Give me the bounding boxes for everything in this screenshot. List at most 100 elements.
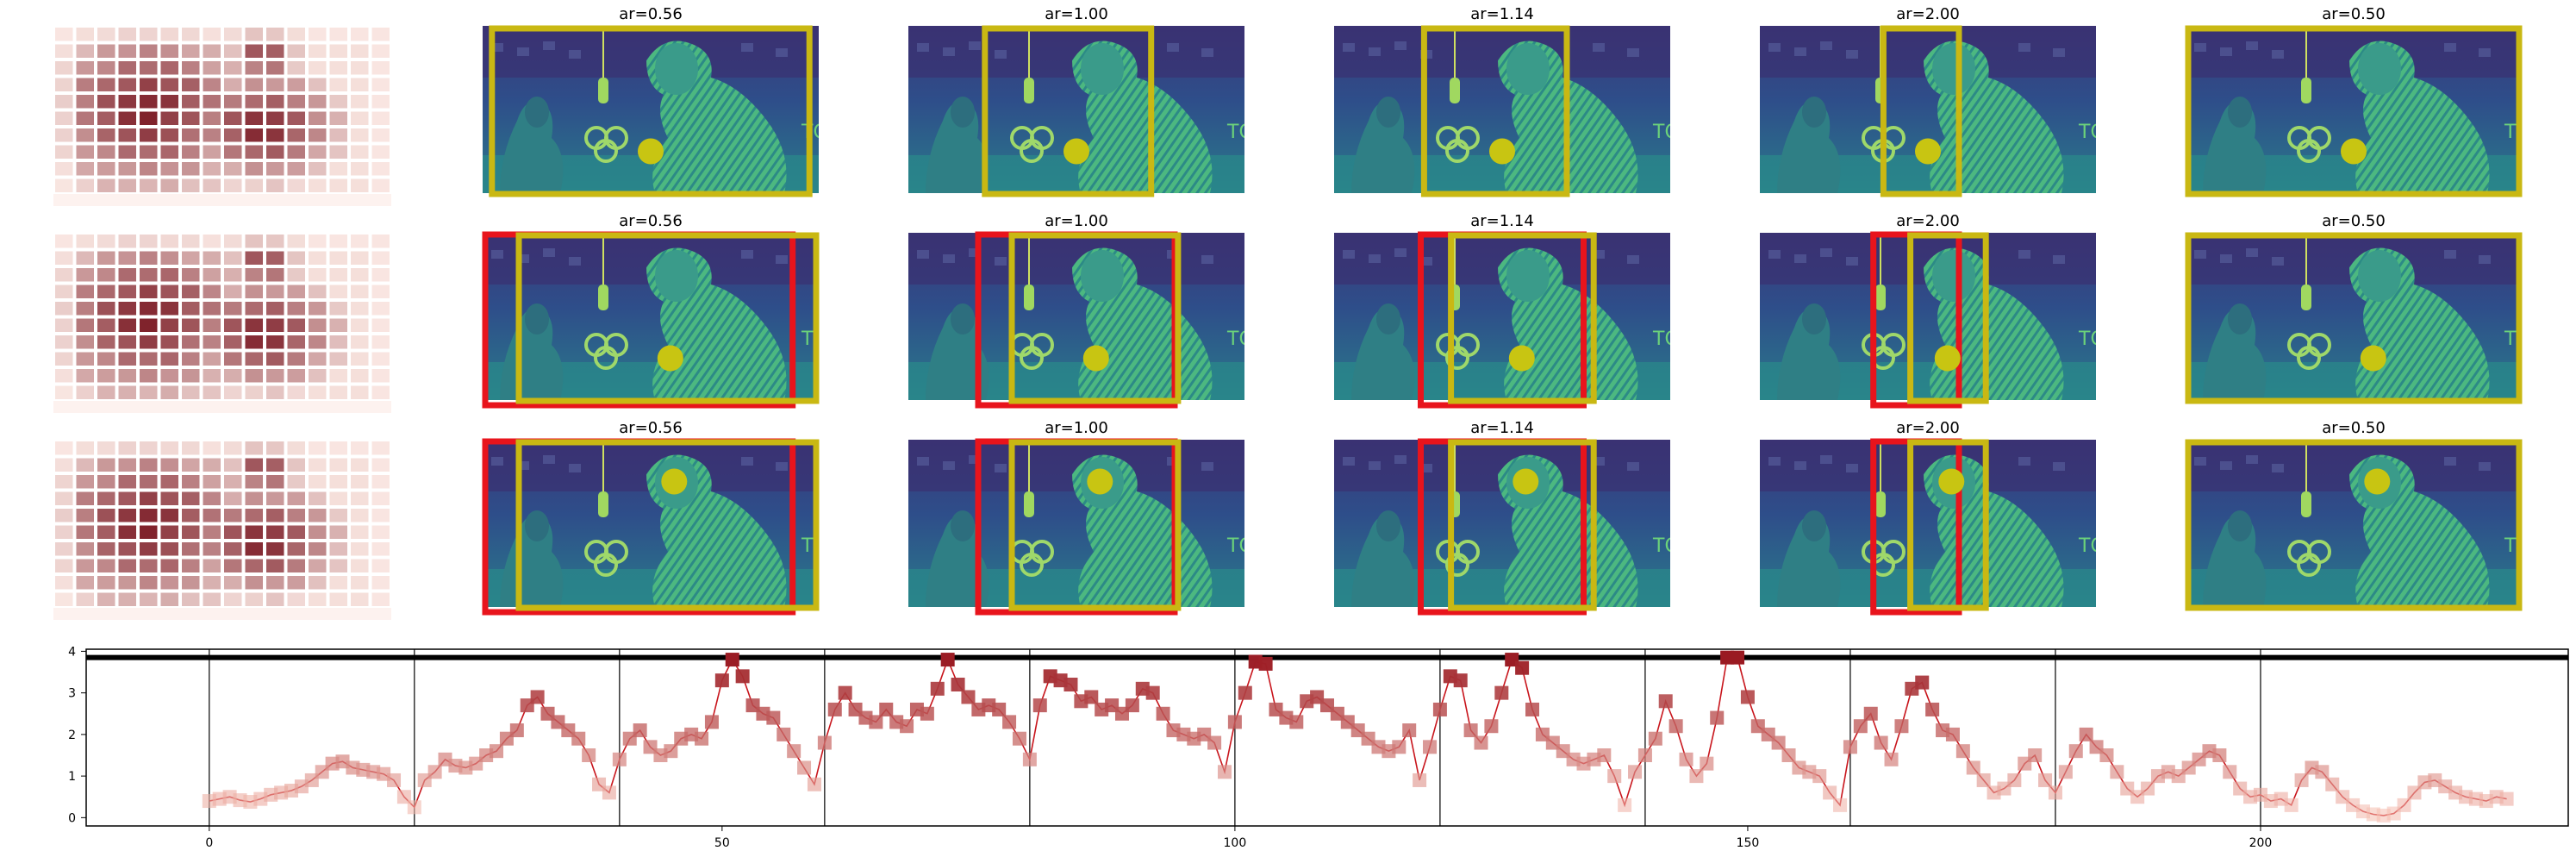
heatmap-cell [351,111,369,125]
heatmap-cell [160,559,178,572]
heatmap-cell [266,28,284,41]
heatmap-cell [351,128,369,142]
heatmap-cell [118,78,136,91]
photo-panel: ar=0.56 [483,5,819,197]
heatmap-cell [224,44,242,58]
heatmap-cell [118,576,136,590]
data-point [2212,748,2227,762]
heatmap-cell [55,302,73,316]
data-point [582,748,596,762]
x-tick-label: 100 [1224,836,1247,850]
data-point [777,727,791,741]
data-point [1884,752,1899,766]
heatmap-cell [309,525,327,539]
heatmap-cell [97,95,115,109]
data-point [1515,660,1530,675]
heatmap-cell [182,592,200,606]
heatmap-cell [140,111,158,125]
center-dot [1513,468,1539,495]
heatmap-cell [309,318,327,332]
heatmap-cell [245,28,263,41]
heatmap-cell [140,61,158,75]
heatmap-cell [287,385,305,399]
data-point [2038,773,2053,787]
heatmap-cell [309,61,327,75]
panel-title: ar=2.00 [1896,419,1960,437]
heatmap-cell [351,525,369,539]
heatmap-cell [182,576,200,590]
heatmap-cell [160,235,178,248]
y-tick-label: 3 [68,687,76,701]
data-point [900,719,914,734]
heatmap-cell [351,61,369,75]
heatmap-cell [371,128,390,142]
heatmap-cell [160,509,178,522]
data-point [1494,685,1509,700]
heatmap-cell [266,542,284,556]
heatmap-cell [371,162,390,176]
heatmap-cell [55,178,73,192]
y-tick-label: 1 [68,770,76,784]
heatmap-cell [160,475,178,489]
heatmap-cell [309,251,327,265]
heatmap-cell [140,268,158,282]
panel-title: ar=1.14 [1470,419,1534,437]
heatmap-cell [309,111,327,125]
heatmap-cell [266,491,284,505]
data-point [1700,756,1714,771]
heatmap-cell [55,475,73,489]
heatmap-cell [97,318,115,332]
heatmap-cell [245,285,263,298]
heatmap-cell [182,285,200,298]
heatmap-cell [203,145,221,159]
heatmap-cell [287,78,305,91]
heatmap-cell [76,592,94,606]
heatmap-cell [329,128,347,142]
heatmap-cell [287,369,305,383]
heatmap-cell [351,285,369,298]
heatmap-cell [224,235,242,248]
heatmap-cell [329,111,347,125]
heatmap-cell [97,509,115,522]
heatmap-cell [224,525,242,539]
heatmap-cell [140,475,158,489]
data-point [940,653,955,667]
heatmap-cell [266,369,284,383]
data-point [827,702,842,716]
scene-image [1334,26,1670,193]
scene-image [2186,26,2522,193]
heatmap-cell [351,559,369,572]
heatmap-cell [55,491,73,505]
scene-image [1760,233,2096,400]
heatmap-cell [266,111,284,125]
heatmap-cell [309,475,327,489]
heatmap-cell [118,268,136,282]
heatmap-cell [329,61,347,75]
heatmap-cell [245,268,263,282]
data-point [951,678,965,691]
heatmap-cell [140,559,158,572]
heatmap-cell [160,592,178,606]
heatmap-cell [245,576,263,590]
frame-box [2185,232,2523,404]
heatmap-cell [351,542,369,556]
data-point [817,735,832,750]
frame-box [1008,439,1182,611]
heatmap-cell [203,559,221,572]
heatmap-cell [203,525,221,539]
heatmap-cell [203,235,221,248]
heatmap-cell [203,268,221,282]
heatmap-cell [140,251,158,265]
heatmap-cell [97,592,115,606]
heatmap-cell [329,559,347,572]
heatmap-cell [182,441,200,455]
heatmap-cell [351,235,369,248]
heatmap-cell [351,162,369,176]
heatmap-cell [224,335,242,349]
frame-box [1448,232,1597,404]
heatmap-cell [329,178,347,192]
panel-title: ar=1.00 [1045,212,1108,230]
data-point [787,744,801,759]
heatmap-cell [118,61,136,75]
heatmap-cell [309,385,327,399]
